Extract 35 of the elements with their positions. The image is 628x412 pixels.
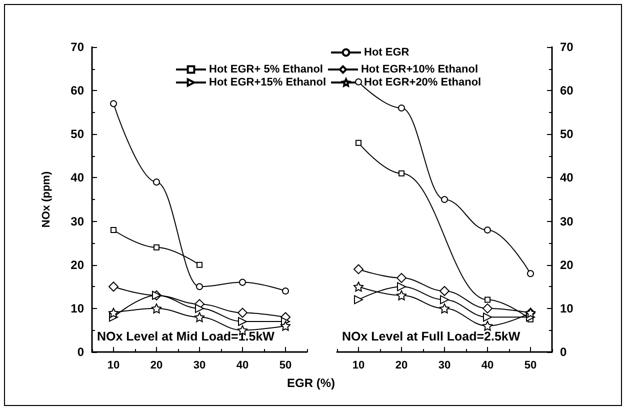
y-tick-label: 20 [70, 258, 84, 272]
x-tick-label: 10 [107, 360, 120, 372]
y-tick-label: 50 [70, 127, 84, 142]
annotation: NOx Level at Full Load=2.5kW [342, 330, 520, 344]
legend-label: Hot EGR+10% Ethanol [360, 64, 478, 76]
x-tick-label: 40 [481, 360, 494, 372]
x-tick-label: 20 [150, 360, 163, 372]
y-tick-label: 0 [560, 345, 567, 359]
y-tick-label: 70 [70, 40, 84, 54]
y-tick-label: 40 [70, 170, 84, 185]
legend-label: Hot EGR+15% Ethanol [209, 76, 326, 88]
y-tick-label: 20 [560, 258, 574, 272]
y-tick-label: 60 [70, 84, 84, 98]
x-tick-label: 30 [438, 360, 451, 372]
y-tick-label: 30 [560, 214, 574, 228]
x-tick-label: 30 [193, 360, 206, 372]
y-tick-label: 70 [560, 40, 574, 54]
y-tick-label: 60 [560, 84, 574, 98]
annotation: NOx Level at Mid Load=1.5kW [97, 330, 275, 344]
x-tick-label: 50 [279, 360, 292, 372]
legend-label: Hot EGR+ 5% Ethanol [209, 64, 323, 76]
legend-label: Hot EGR [364, 46, 410, 58]
x-tick-label: 20 [395, 360, 408, 372]
x-tick-label: 50 [524, 360, 537, 372]
y-tick-label: 50 [560, 127, 574, 142]
legend-label: Hot EGR+20% Ethanol [364, 76, 482, 88]
y-tick-label: 10 [560, 301, 574, 316]
x-axis-title: EGR (%) [287, 376, 336, 390]
y-tick-label: 10 [70, 301, 84, 316]
y-tick-label: 40 [560, 170, 574, 185]
y-tick-label: 0 [77, 345, 84, 359]
x-tick-label: 40 [236, 360, 249, 372]
x-tick-label: 10 [352, 360, 365, 372]
y-axis-title: NOx (ppm) [40, 171, 52, 228]
y-tick-label: 30 [70, 214, 84, 228]
